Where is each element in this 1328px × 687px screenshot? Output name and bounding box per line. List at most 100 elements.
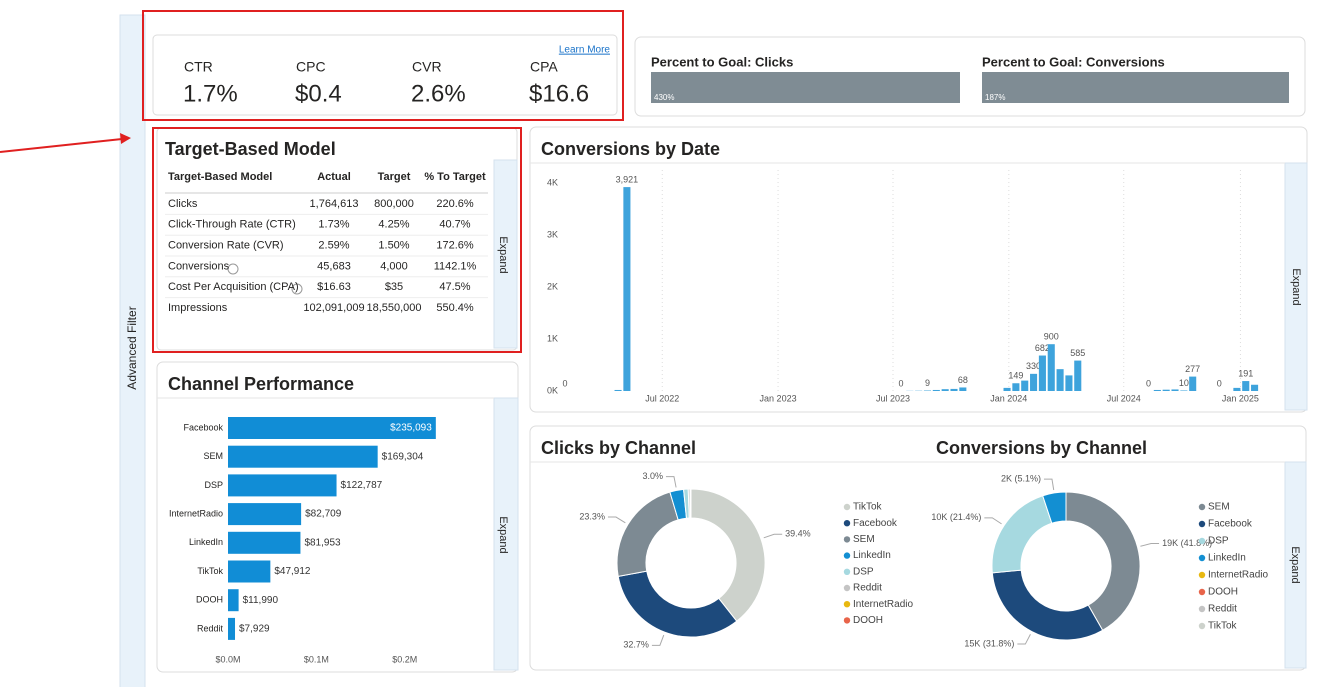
legend-label: DSP xyxy=(1208,536,1229,547)
table-cell: $35 xyxy=(385,281,403,293)
category-label: LinkedIn xyxy=(189,537,223,547)
legend-swatch xyxy=(1198,537,1206,545)
goal-label: Percent to Goal: Clicks xyxy=(651,54,793,69)
expand-button[interactable]: Expand xyxy=(497,516,509,553)
legend-swatch xyxy=(1198,520,1206,528)
data-label: $11,990 xyxy=(243,595,279,606)
bar xyxy=(1189,376,1197,391)
data-label: 19K (41.8%) xyxy=(1162,538,1212,548)
kpi-label: CPA xyxy=(530,59,558,75)
legend-label: InternetRadio xyxy=(853,599,913,610)
donut-slice xyxy=(617,570,738,638)
category-label: InternetRadio xyxy=(169,508,223,518)
goal-label: Percent to Goal: Conversions xyxy=(982,54,1165,69)
bar xyxy=(1171,389,1179,391)
bar xyxy=(228,445,378,468)
data-label: 585 xyxy=(1070,348,1085,358)
data-label: 330 xyxy=(1026,361,1041,371)
x-tick-label: Jan 2024 xyxy=(990,393,1027,403)
bar xyxy=(941,389,949,391)
bar xyxy=(228,474,337,497)
goal-bar xyxy=(651,72,960,103)
x-tick-label: Jan 2025 xyxy=(1222,393,1259,403)
table-cell: Clicks xyxy=(168,198,198,210)
column-header: Target xyxy=(378,171,411,183)
bar xyxy=(1162,389,1170,391)
data-label: 0 xyxy=(563,378,568,388)
data-label: $47,912 xyxy=(274,566,311,577)
donut-slice xyxy=(1042,491,1067,524)
data-label: 10K (21.4%) xyxy=(931,512,981,522)
expand-strip[interactable] xyxy=(493,397,519,671)
expand-button[interactable]: Expand xyxy=(497,236,509,273)
table-cell: 172.6% xyxy=(436,240,474,252)
y-tick-label: 1K xyxy=(547,333,558,343)
highlight-box xyxy=(142,10,624,121)
data-label: $235,093 xyxy=(390,423,432,434)
bar xyxy=(1074,360,1082,391)
legend-swatch xyxy=(843,617,851,624)
expand-button[interactable]: Expand xyxy=(1289,546,1301,583)
leader-line xyxy=(763,533,783,539)
column-header: Target-Based Model xyxy=(168,171,272,183)
kpi-label: CPC xyxy=(296,59,326,75)
table-cell: 40.7% xyxy=(439,219,470,231)
data-label: 3,921 xyxy=(616,174,639,184)
advanced-filter-pane[interactable] xyxy=(119,14,146,687)
table-cell: Conversion Rate (CVR) xyxy=(168,240,284,252)
bar xyxy=(228,531,301,554)
legend-swatch xyxy=(843,503,851,511)
donut-slice xyxy=(690,488,766,622)
leader-line xyxy=(665,476,677,488)
data-label: 68 xyxy=(958,375,968,385)
bar xyxy=(1056,369,1064,391)
bar xyxy=(1038,355,1046,391)
bar xyxy=(1180,390,1188,391)
table-cell: 18,550,000 xyxy=(366,302,421,314)
expand-strip[interactable] xyxy=(493,159,518,349)
bar xyxy=(1233,387,1241,391)
legend-swatch xyxy=(1198,622,1206,630)
info-icon[interactable] xyxy=(291,283,303,295)
x-tick-label: $0.0M xyxy=(215,654,240,664)
goal-value: 430% xyxy=(654,93,674,102)
bar xyxy=(1047,344,1055,391)
legend-label: LinkedIn xyxy=(853,550,891,561)
legend-swatch xyxy=(1198,605,1206,613)
table-cell: 47.5% xyxy=(439,281,470,293)
legend-swatch xyxy=(843,584,851,592)
table-cell: 4,000 xyxy=(380,260,408,272)
legend-swatch xyxy=(843,568,851,575)
learn-more-link[interactable]: Learn More xyxy=(559,45,611,56)
bar xyxy=(959,387,967,391)
legend-label: DSP xyxy=(853,566,874,577)
data-label: $82,709 xyxy=(305,509,342,520)
data-label: 23.3% xyxy=(579,511,605,521)
leader-line xyxy=(1043,478,1055,491)
data-label: 191 xyxy=(1238,368,1253,378)
data-label: $169,304 xyxy=(382,451,424,462)
table-cell: 550.4% xyxy=(436,302,474,314)
info-icon[interactable] xyxy=(227,263,239,275)
expand-strip[interactable] xyxy=(1284,162,1308,411)
data-label: 39.4% xyxy=(785,529,811,539)
expand-button[interactable]: Expand xyxy=(1290,268,1302,305)
legend-label: DOOH xyxy=(1208,587,1238,598)
legend-label: Reddit xyxy=(853,583,882,594)
data-label: 900 xyxy=(1044,332,1059,342)
legend-label: Facebook xyxy=(1208,519,1253,530)
leader-line xyxy=(984,517,1002,525)
table-cell: Conversions xyxy=(168,260,230,272)
advanced-filter-label[interactable]: Advanced Filter xyxy=(125,306,139,389)
legend-swatch xyxy=(1198,503,1206,511)
table-cell: 800,000 xyxy=(374,198,414,210)
expand-strip[interactable] xyxy=(1284,461,1307,669)
bar xyxy=(228,560,271,583)
bar xyxy=(1021,380,1029,391)
kpi-label: CTR xyxy=(184,59,213,75)
kpi-value: $16.6 xyxy=(529,80,589,107)
data-label: $81,953 xyxy=(304,537,341,548)
bar xyxy=(228,617,236,640)
bar xyxy=(1153,389,1161,391)
legend-swatch xyxy=(843,536,851,543)
